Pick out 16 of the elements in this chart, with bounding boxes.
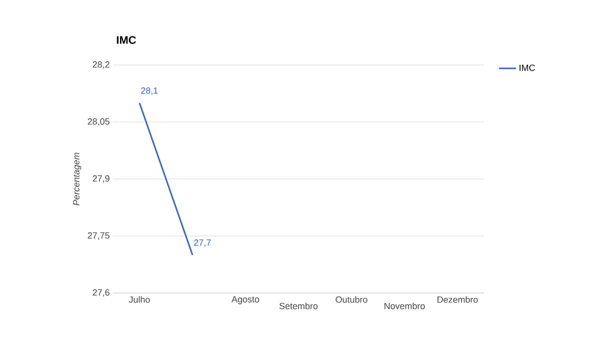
y-tick-label: 28,05	[88, 118, 110, 126]
x-tick-label: Dezembro	[438, 296, 478, 303]
x-tick-label: Novembro	[384, 302, 425, 310]
x-tick-label: Julho	[128, 296, 150, 303]
y-tick-label: 28,2	[92, 61, 110, 69]
y-tick-label: 27,9	[92, 175, 110, 183]
x-tick-label: Setembro	[279, 302, 318, 310]
x-tick-label: Agosto	[232, 296, 260, 304]
data-label: 28,1	[141, 87, 158, 95]
y-tick-label: 27,6	[92, 289, 110, 297]
data-label: 27,7	[194, 239, 211, 247]
y-tick-label: 27,75	[88, 232, 110, 240]
x-tick-label: Outubro	[336, 296, 368, 303]
legend-label: IMC	[520, 64, 535, 71]
chart-title: IMC	[116, 36, 136, 44]
y-axis-title: Percentagem	[73, 152, 82, 206]
